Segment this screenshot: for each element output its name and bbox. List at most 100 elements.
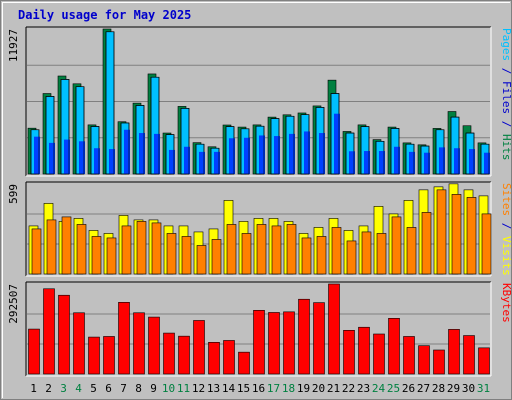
x-tick-label: 25 (387, 382, 400, 395)
kbytes-bar (478, 347, 490, 375)
sites-bar (31, 228, 42, 275)
sites-bar (286, 224, 297, 275)
pages-bar (139, 133, 145, 174)
visits-sites-axis-label: Sites / Visits (500, 183, 512, 276)
kbytes-bar (418, 345, 430, 375)
usage-y-max-label: 11927 (7, 29, 20, 62)
x-tick-label: 23 (357, 382, 370, 395)
x-tick-label: 22 (342, 382, 355, 395)
pages-bar (109, 149, 115, 174)
files-bar-outline (480, 143, 490, 175)
x-tick-label: 20 (312, 382, 325, 395)
pages-bar (439, 147, 445, 174)
x-tick-label: 7 (120, 382, 127, 395)
kbytes-bar (358, 326, 370, 375)
kbytes-bar (28, 328, 40, 375)
sites-bar (271, 225, 282, 275)
sites-bar (136, 221, 147, 275)
x-tick-label: 17 (267, 382, 280, 395)
files-bar-outline (375, 140, 385, 175)
sites-bar (256, 224, 267, 275)
sites-bar (106, 237, 117, 275)
sites-bar (481, 213, 492, 275)
kbytes-bar (43, 288, 55, 375)
x-tick-label: 19 (297, 382, 310, 395)
files-bar-outline (165, 134, 175, 175)
files-bar-outline (465, 132, 475, 175)
files-bar-outline (60, 79, 70, 175)
sites-bar (421, 212, 432, 275)
pages-bar (334, 113, 340, 174)
x-tick-label: 4 (75, 382, 82, 395)
x-tick-label: 15 (237, 382, 250, 395)
files-bar-outline (225, 126, 235, 175)
x-tick-label: 26 (402, 382, 415, 395)
pages-bar (424, 152, 430, 174)
files-bar-outline (270, 118, 280, 175)
files-bar-outline (210, 147, 220, 175)
pages-bar (394, 146, 400, 174)
kbytes-bar (148, 316, 160, 375)
sites-bar (61, 216, 72, 275)
axis-label-part: / (500, 61, 512, 81)
sites-bar (196, 245, 207, 275)
kbytes-bar (223, 340, 235, 375)
pages-bar (349, 151, 355, 174)
kbytes-bar (328, 283, 340, 375)
kbytes-bar (343, 330, 355, 375)
kbytes-y-max-label: 292507 (7, 284, 20, 324)
files-bar-outline (345, 132, 355, 175)
sites-bar (301, 237, 312, 275)
pages-bar (34, 136, 40, 174)
axis-label-part: / (500, 216, 512, 236)
x-tick-label: 30 (462, 382, 475, 395)
pages-bar (259, 135, 265, 174)
sites-bar (316, 236, 327, 275)
kbytes-bar (448, 329, 460, 375)
kbytes-bar (373, 333, 385, 375)
axis-label-part: Visits (500, 236, 512, 276)
files-bar-outline (150, 76, 160, 175)
sites-bar (361, 231, 372, 275)
pages-bar (94, 148, 100, 174)
files-bar-outline (390, 128, 400, 175)
sites-bar (241, 233, 252, 275)
files-bar-outline (195, 143, 205, 175)
pages-bar (244, 137, 250, 174)
pages-bar (454, 148, 460, 174)
kbytes-bar (118, 302, 130, 375)
x-tick-label: 21 (327, 382, 340, 395)
sites-bar (331, 227, 342, 275)
axis-label-part: Sites (500, 183, 512, 216)
pages-bar (229, 138, 235, 174)
x-tick-label: 14 (222, 382, 236, 395)
kbytes-bar (313, 302, 325, 375)
kbytes-bar (193, 320, 205, 375)
x-tick-label: 31 (477, 382, 490, 395)
pages-bar (169, 149, 175, 174)
pages-bar (379, 151, 385, 174)
axis-label-part: Files (500, 81, 512, 114)
pages-bar (199, 151, 205, 174)
sites-bar (76, 224, 87, 275)
kbytes-bar (433, 349, 445, 375)
x-tick-label: 27 (417, 382, 430, 395)
sites-bar (436, 189, 447, 275)
x-tick-label: 18 (282, 382, 295, 395)
files-bar-outline (285, 115, 295, 175)
kbytes-bar (463, 335, 475, 375)
x-tick-label: 9 (150, 382, 157, 395)
pages-bar (64, 139, 70, 174)
x-tick-label: 10 (162, 382, 175, 395)
sites-bar (181, 236, 192, 275)
pages-bar (214, 151, 220, 174)
pages-bar (184, 146, 190, 174)
kbytes-bar (73, 312, 85, 375)
sites-bar (211, 239, 222, 275)
kbytes-bar (268, 312, 280, 375)
files-bar-outline (75, 86, 85, 175)
files-bar-outline (435, 129, 445, 175)
x-tick-label: 24 (372, 382, 386, 395)
pages-bar (484, 152, 490, 174)
